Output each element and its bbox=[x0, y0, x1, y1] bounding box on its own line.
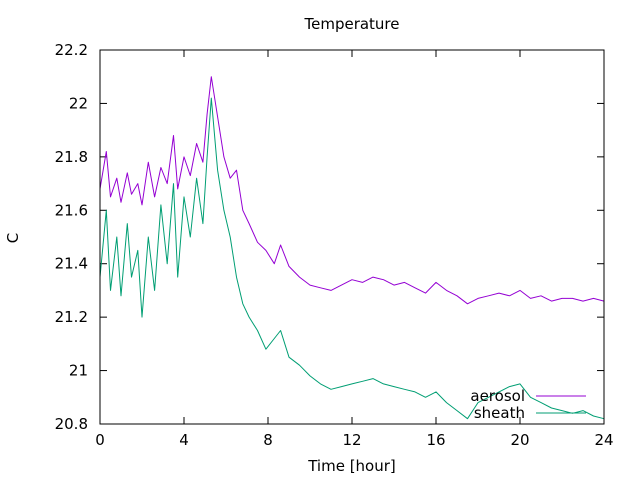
y-axis-label: C bbox=[4, 233, 22, 243]
y-tick-label: 21.6 bbox=[55, 201, 88, 219]
y-tick-label: 21 bbox=[69, 362, 88, 380]
x-tick-label: 16 bbox=[426, 431, 445, 449]
series-group bbox=[99, 76, 605, 420]
chart-title: Temperature bbox=[303, 15, 399, 33]
x-axis-label: Time [hour] bbox=[307, 457, 396, 475]
series-line-aerosol bbox=[99, 76, 605, 305]
x-tick-label: 4 bbox=[179, 431, 189, 449]
x-tick-label: 24 bbox=[594, 431, 613, 449]
y-tick-label: 20.8 bbox=[55, 415, 88, 433]
legend-label-sheath: sheath bbox=[474, 404, 525, 422]
x-tick-label: 8 bbox=[263, 431, 273, 449]
x-tick-label: 0 bbox=[95, 431, 105, 449]
y-tick-label: 21.2 bbox=[55, 308, 88, 326]
x-tick-label: 20 bbox=[510, 431, 529, 449]
series-line-sheath bbox=[99, 97, 605, 420]
y-tick-label: 22 bbox=[69, 94, 88, 112]
legend-label-aerosol: aerosol bbox=[470, 387, 525, 405]
y-tick-label: 21.8 bbox=[55, 148, 88, 166]
x-tick-label: 12 bbox=[342, 431, 361, 449]
y-tick-label: 22.2 bbox=[55, 41, 88, 59]
plot-frame bbox=[99, 49, 605, 425]
y-tick-label: 21.4 bbox=[55, 255, 88, 273]
